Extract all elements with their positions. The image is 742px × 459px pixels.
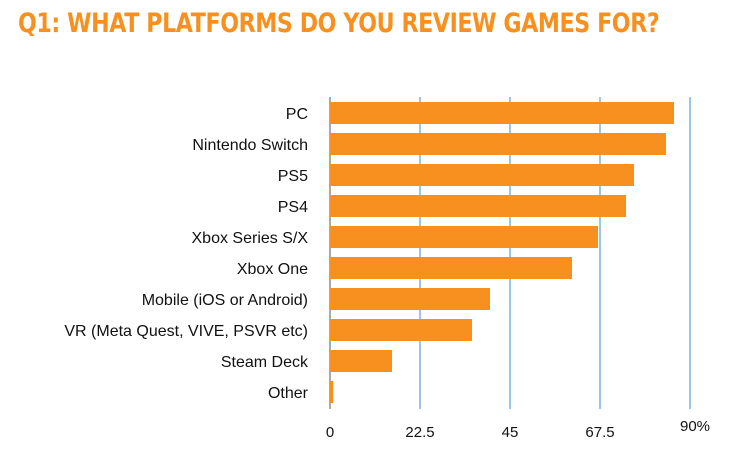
category-labels: PC Nintendo Switch PS5 PS4 Xbox Series S/X Xb… <box>64 106 309 402</box>
x-tick-label-0: 0 <box>326 424 334 441</box>
bar-7 <box>330 319 472 341</box>
x-tick-label-2: 45 <box>502 424 519 441</box>
category-label-7: VR (Meta Quest, VIVE, PSVR etc) <box>64 323 308 340</box>
bar-3 <box>330 195 626 217</box>
bar-4 <box>330 226 598 248</box>
x-tick-label-1: 22.5 <box>405 424 434 441</box>
bar-6 <box>330 288 490 310</box>
x-tick-label-4: 90% <box>680 418 710 435</box>
bar-0 <box>330 102 674 124</box>
category-label-9: Other <box>268 385 309 402</box>
bar-5 <box>330 257 572 279</box>
category-label-6: Mobile (iOS or Android) <box>142 292 308 309</box>
bar-1 <box>330 133 666 155</box>
category-label-3: PS4 <box>278 199 308 216</box>
bar-8 <box>330 350 392 372</box>
x-tick-labels: 0 22.5 45 67.5 90% <box>326 418 710 441</box>
category-label-2: PS5 <box>278 168 308 185</box>
bar-9 <box>330 381 334 403</box>
category-label-0: PC <box>286 106 308 123</box>
category-label-8: Steam Deck <box>221 354 309 371</box>
bars <box>330 102 674 403</box>
category-label-1: Nintendo Switch <box>192 137 308 154</box>
x-tick-label-3: 67.5 <box>585 424 614 441</box>
category-label-5: Xbox One <box>237 261 308 278</box>
category-label-4: Xbox Series S/X <box>192 230 309 247</box>
bar-2 <box>330 164 634 186</box>
chart-title: Q1: WHAT PLATFORMS DO YOU REVIEW GAMES F… <box>18 8 660 39</box>
